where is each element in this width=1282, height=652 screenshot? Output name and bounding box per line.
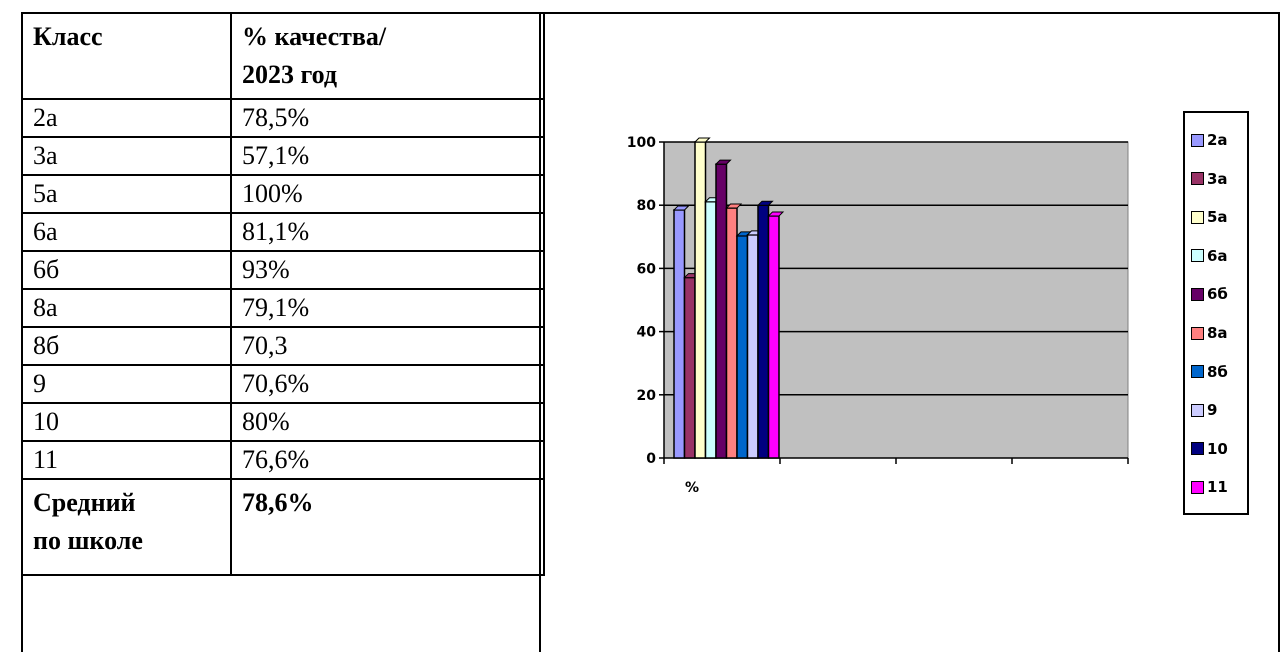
value-cell: 100% (230, 174, 545, 214)
value-cell: 57,1% (230, 136, 545, 176)
class-cell: 11 (21, 440, 232, 480)
bar-top (767, 211, 785, 217)
legend-label: 9 (1207, 401, 1218, 420)
table-row: 2а 78,5% (21, 98, 545, 138)
legend-item: 2а (1191, 131, 1228, 149)
value-cell: 93% (230, 250, 545, 290)
legend-label: 8б (1207, 362, 1228, 381)
legend-swatch (1191, 287, 1204, 301)
header-quality-line1: % качества/ (242, 22, 387, 51)
chart-legend: 2а 3а 5а 6а 6б 8а 8б 9 10 11 (1183, 111, 1249, 515)
legend-swatch (1191, 210, 1204, 224)
class-cell: 5а (21, 174, 232, 214)
class-cell: 6б (21, 250, 232, 290)
legend-swatch (1191, 249, 1204, 263)
bar-top (756, 200, 774, 206)
bar-8б (736, 235, 749, 459)
legend-label: 5а (1207, 208, 1228, 227)
legend-swatch (1191, 326, 1204, 340)
legend-swatch (1191, 403, 1204, 417)
quality-table: Класс % качества/ 2023 год 2а 78,5% 3а 5… (21, 12, 545, 576)
table-row: 8б 70,3 (21, 326, 545, 366)
value-cell: 76,6% (230, 440, 545, 480)
header-class: Класс (21, 12, 232, 100)
school-average-label: Средний по школе (21, 478, 232, 576)
value-cell: 78,5% (230, 98, 545, 138)
class-cell: 2а (21, 98, 232, 138)
class-cell: 10 (21, 402, 232, 442)
quality-bar-chart: 0 20 40 60 80 100% (627, 135, 1129, 496)
class-cell: 9 (21, 364, 232, 404)
bar-top (672, 205, 690, 211)
value-cell: 70,6% (230, 364, 545, 404)
table-footer-row: Средний по школе 78,6% (21, 478, 545, 576)
bar-2а (673, 209, 686, 459)
legend-label: 6б (1207, 285, 1228, 304)
bar-top (693, 137, 711, 143)
legend-item: 8б (1191, 363, 1228, 381)
school-average-line1: Средний (33, 488, 136, 517)
legend-label: 8а (1207, 324, 1228, 342)
class-cell: 6а (21, 212, 232, 252)
bar-11 (767, 215, 780, 459)
frame-right-border (1278, 12, 1280, 652)
table-row: 8а 79,1% (21, 288, 545, 328)
legend-label: 11 (1207, 478, 1228, 497)
legend-item: 11 (1191, 478, 1228, 496)
y-tick-label: 20 (637, 388, 657, 404)
bar-6а (704, 200, 717, 459)
school-average-line2: по школе (33, 526, 143, 555)
legend-label: 2а (1207, 131, 1228, 149)
class-cell: 8б (21, 326, 232, 366)
table-row: 6а 81,1% (21, 212, 545, 252)
bar-9 (746, 234, 759, 459)
table-row: 11 76,6% (21, 440, 545, 480)
table-row: 5а 100% (21, 174, 545, 214)
bar-top (714, 159, 732, 165)
school-average-value: 78,6% (230, 478, 545, 576)
table-row: 10 80% (21, 402, 545, 442)
bar-3а (683, 276, 696, 459)
value-cell: 81,1% (230, 212, 545, 252)
legend-swatch (1191, 365, 1204, 379)
legend-item: 6б (1191, 285, 1228, 303)
legend-item: 3а (1191, 170, 1228, 188)
class-cell: 8а (21, 288, 232, 328)
table-row: 9 70,6% (21, 364, 545, 404)
legend-label: 10 (1207, 439, 1228, 458)
legend-label: 6а (1207, 246, 1228, 265)
header-quality-line2: 2023 год (242, 60, 338, 89)
bar-6б (715, 163, 728, 459)
legend-label: 3а (1207, 169, 1228, 188)
legend-swatch (1191, 172, 1204, 186)
value-cell: 70,3 (230, 326, 545, 366)
y-tick-label: 80 (637, 198, 657, 214)
table-row: 6б 93% (21, 250, 545, 290)
legend-swatch (1191, 442, 1204, 456)
legend-item: 9 (1191, 401, 1217, 419)
legend-swatch (1191, 480, 1204, 494)
legend-item: 6а (1191, 247, 1228, 265)
table-row: 3а 57,1% (21, 136, 545, 176)
header-quality: % качества/ 2023 год (230, 12, 545, 100)
y-tick-label: 0 (646, 451, 656, 467)
bar-5а (694, 141, 707, 459)
legend-swatch (1191, 133, 1204, 147)
bar-8а (725, 207, 738, 459)
bar-top (725, 203, 743, 209)
legend-item: 10 (1191, 440, 1228, 458)
table-header-row: Класс % качества/ 2023 год (21, 12, 545, 100)
legend-item: 8а (1191, 324, 1228, 342)
bar-10 (757, 204, 770, 459)
plot-area: 0 20 40 60 80 100% (627, 135, 1129, 496)
class-cell: 3а (21, 136, 232, 176)
x-category-label: % (685, 480, 699, 496)
y-tick-label: 100 (627, 135, 656, 151)
y-tick-label: 40 (637, 325, 657, 341)
legend-item: 5а (1191, 208, 1228, 226)
value-cell: 79,1% (230, 288, 545, 328)
value-cell: 80% (230, 402, 545, 442)
y-tick-label: 60 (637, 261, 657, 277)
